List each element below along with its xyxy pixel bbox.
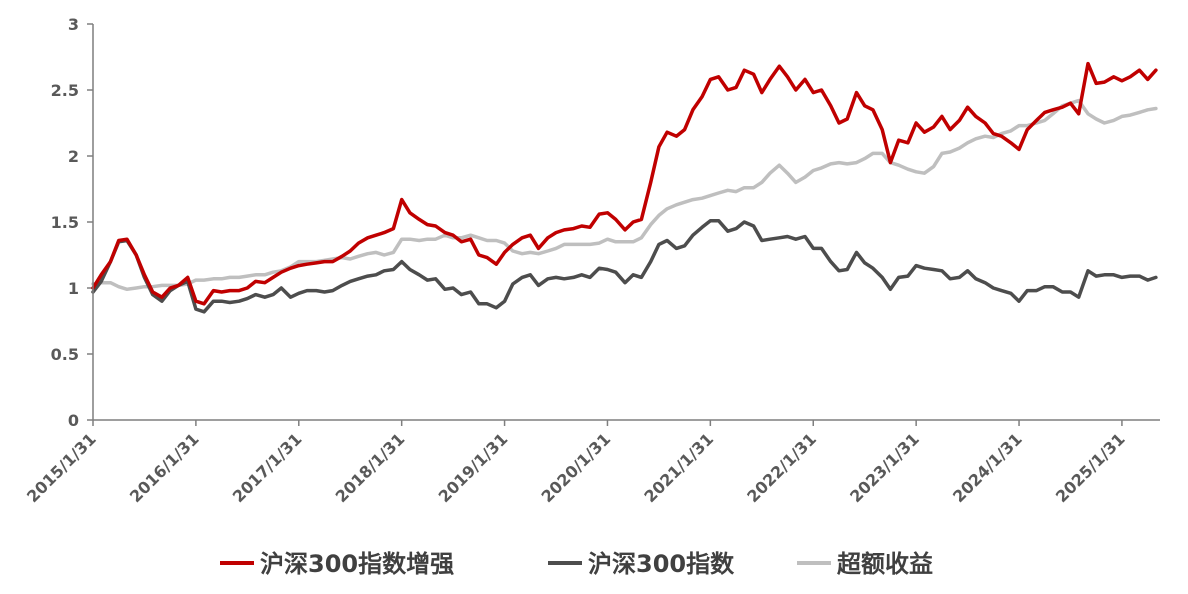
x-tick-label: 2024/1/31 <box>949 429 1026 506</box>
series-line-0 <box>91 61 1158 306</box>
x-tick-label: 2016/1/31 <box>126 429 203 506</box>
y-tick-label: 1 <box>68 279 79 298</box>
y-tick-label: 0.5 <box>51 345 79 364</box>
x-tick-label: 2023/1/31 <box>846 429 923 506</box>
x-tick-label: 2019/1/31 <box>435 429 512 506</box>
x-tick-label: 2025/1/31 <box>1052 429 1129 506</box>
x-tick-label: 2021/1/31 <box>640 429 717 506</box>
x-tick-label: 2020/1/31 <box>537 429 614 506</box>
y-tick-label: 2.5 <box>51 81 79 100</box>
y-tick-label: 0 <box>68 411 79 430</box>
legend-label-0: 沪深300指数增强 <box>260 550 454 578</box>
legend: 沪深300指数增强 沪深300指数 超额收益 <box>220 550 933 578</box>
x-tick-label: 2022/1/31 <box>743 429 820 506</box>
y-tick-label: 3 <box>68 15 79 34</box>
x-tick-label: 2015/1/31 <box>23 429 100 506</box>
y-tick-label: 1.5 <box>51 213 79 232</box>
x-tick-label: 2018/1/31 <box>332 429 409 506</box>
legend-label-2: 超额收益 <box>837 550 933 578</box>
y-axis-ticks: 0 0.5 1 1.5 2 2.5 3 <box>51 15 93 430</box>
series-line-1 <box>91 218 1158 314</box>
y-tick-label: 2 <box>68 147 79 166</box>
series-lines <box>91 61 1158 314</box>
x-tick-label: 2017/1/31 <box>229 429 306 506</box>
series-line-2 <box>91 98 1158 292</box>
legend-label-1: 沪深300指数 <box>588 550 735 578</box>
x-axis-ticks: 2015/1/31 2016/1/31 2017/1/31 2018/1/31 2019… <box>23 420 1129 506</box>
